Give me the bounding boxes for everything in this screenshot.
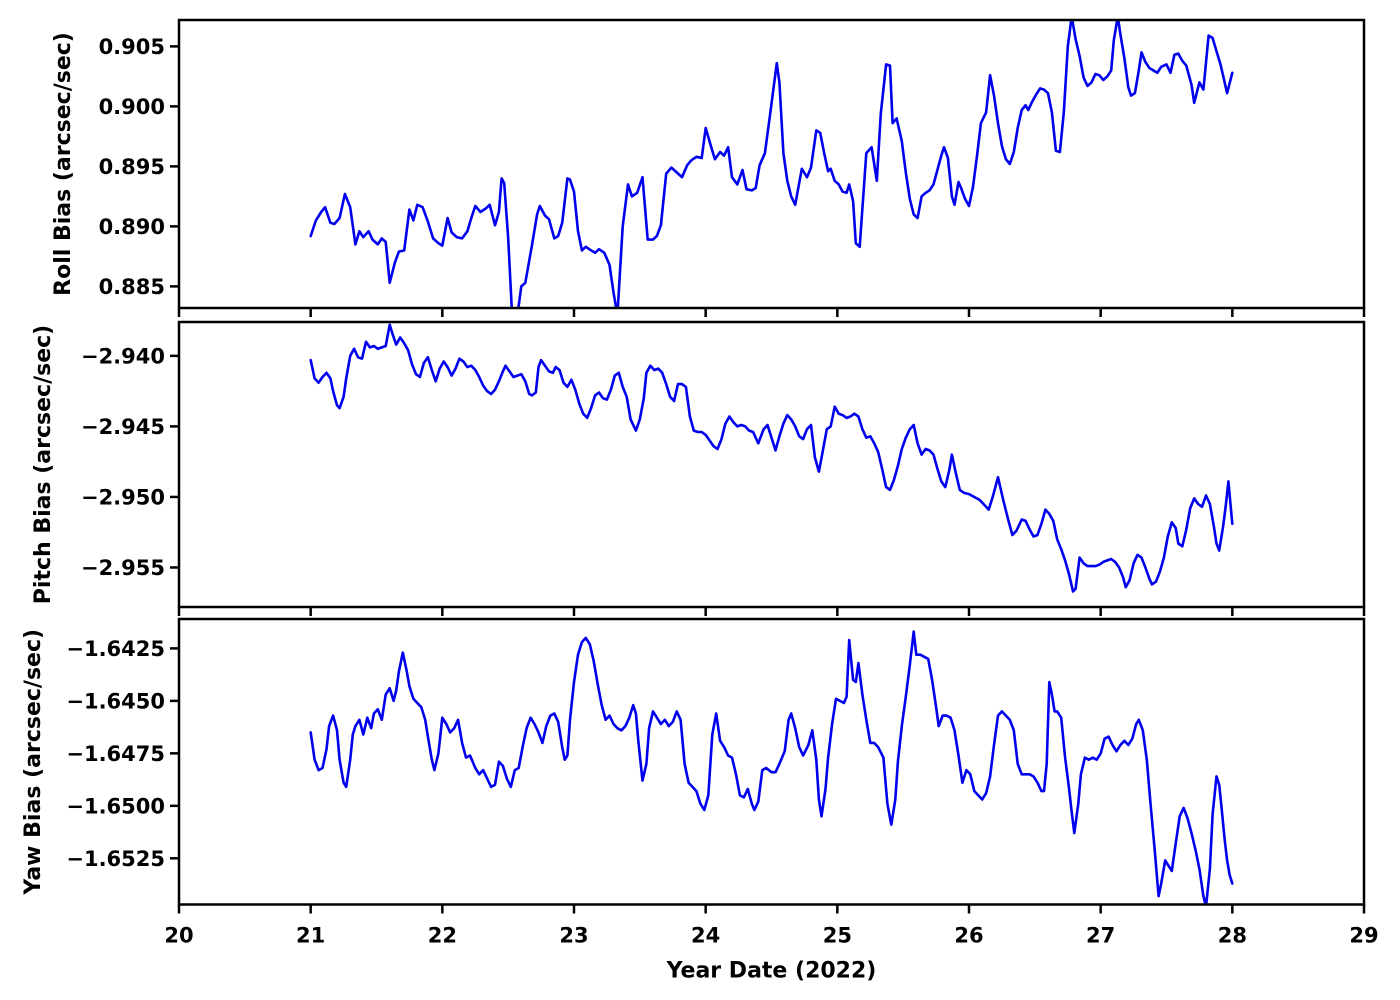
x-tick-label: 20 — [164, 924, 193, 948]
x-tick-label: 23 — [559, 924, 588, 948]
roll-bias-y-tick-label: 0.900 — [99, 95, 165, 119]
pitch-bias-axis-label: Pitch Bias (arcsec/sec) — [31, 325, 56, 604]
roll-bias-y-tick-label: 0.885 — [99, 275, 165, 299]
roll-bias-axis-label: Roll Bias (arcsec/sec) — [51, 32, 76, 296]
roll-bias-y-tick-label: 0.905 — [99, 35, 165, 59]
pitch-bias-y-tick-label: −2.950 — [81, 485, 165, 509]
x-axis-label: Year Date (2022) — [666, 959, 877, 984]
pitch-bias-y-tick-label: −2.955 — [81, 556, 165, 580]
x-tick-label: 22 — [428, 924, 457, 948]
pitch-bias-line — [309, 323, 1234, 593]
roll-bias-y-tick-label: 0.890 — [99, 215, 165, 239]
yaw-bias-y-tick-label: −1.6425 — [66, 637, 165, 661]
yaw-bias-y-tick-label: −1.6500 — [66, 794, 165, 818]
x-tick-label: 27 — [1086, 924, 1115, 948]
yaw-bias-line — [309, 630, 1234, 905]
roll-bias-y-tick-label: 0.895 — [99, 155, 165, 179]
x-tick-label: 28 — [1218, 924, 1247, 948]
pitch-bias-y-tick-label: −2.940 — [81, 344, 165, 368]
pitch-bias-y-tick-label: −2.945 — [81, 415, 165, 439]
x-tick-label: 21 — [296, 924, 325, 948]
x-tick-label: 26 — [954, 924, 983, 948]
x-tick-label: 25 — [823, 924, 852, 948]
roll-bias-axes-box — [177, 18, 1366, 310]
yaw-bias-axes-box — [177, 617, 1366, 906]
yaw-bias-y-tick-label: −1.6450 — [66, 689, 165, 713]
x-tick-label: 24 — [691, 924, 720, 948]
yaw-bias-y-tick-label: −1.6475 — [66, 742, 165, 766]
yaw-bias-axis-label: Yaw Bias (arcsec/sec) — [21, 629, 46, 896]
pitch-bias-axes-box — [177, 320, 1366, 609]
x-tick-label: 29 — [1349, 924, 1378, 948]
yaw-bias-y-tick-label: −1.6525 — [66, 847, 165, 871]
roll-bias-line — [309, 20, 1234, 308]
